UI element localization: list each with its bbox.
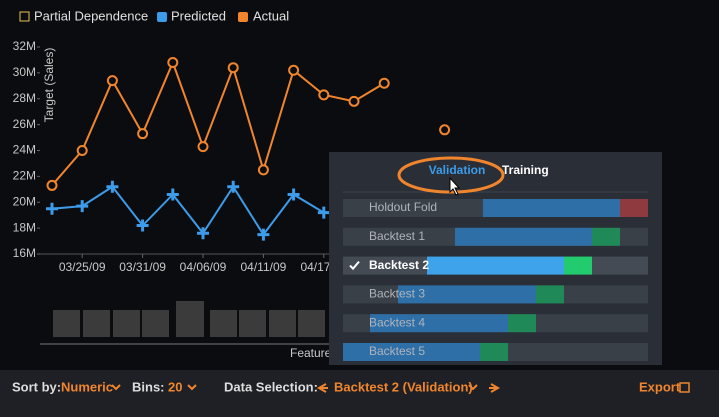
point: [317, 206, 330, 219]
y-tick-label: 24M: [13, 143, 36, 157]
x-axis-label: Feature: [290, 346, 332, 360]
y-tick-label: 20M: [13, 194, 36, 208]
point: [167, 57, 179, 69]
segment: [480, 343, 508, 361]
legend-item[interactable]: Actual: [253, 8, 289, 23]
y-tick-label: 16M: [13, 246, 36, 260]
bins-label: Bins:: [132, 379, 165, 394]
segment: [564, 256, 592, 275]
y-tick-label: 18M: [13, 220, 36, 234]
y-tick-label: 22M: [13, 169, 36, 183]
y-tick-label: 28M: [13, 91, 36, 105]
bins-dropdown[interactable]: 20: [168, 379, 182, 394]
point: [46, 202, 58, 215]
y-axis-label: Target (Sales): [42, 48, 56, 123]
point: [318, 89, 330, 101]
tab[interactable]: Training: [502, 163, 549, 177]
checkbox[interactable]: [238, 12, 248, 22]
point: [227, 180, 240, 193]
check: [349, 260, 360, 271]
backtest-popup: Validation Training Holdout Fold Backtest…: [329, 152, 662, 365]
validation-bar: [455, 227, 592, 246]
chevron[interactable]: [468, 384, 478, 391]
row-label[interactable]: Backtest 4: [369, 315, 425, 329]
export-icon[interactable]: [679, 382, 690, 393]
x-tick-label: 04/11/09: [240, 260, 286, 274]
point: [288, 64, 300, 76]
selection-label: Data Selection:: [224, 379, 318, 394]
validation-bar: [343, 343, 480, 361]
point: [348, 95, 360, 107]
sort-dropdown[interactable]: Numeric: [61, 379, 113, 394]
checkbox[interactable]: [19, 11, 30, 22]
x-tick-label: 03/31/09: [119, 260, 166, 274]
sort-label: Sort by:: [12, 379, 61, 394]
point: [378, 77, 390, 89]
point: [439, 124, 451, 136]
point: [137, 128, 149, 140]
point: [76, 200, 89, 213]
prev-arrow[interactable]: [316, 383, 328, 393]
row-label[interactable]: Backtest 5: [369, 344, 425, 358]
validation-bar: [370, 314, 508, 333]
point: [197, 227, 209, 240]
tab[interactable]: Validation: [429, 163, 486, 177]
point: [46, 179, 58, 191]
highlight: [397, 156, 505, 194]
next-arrow[interactable]: [489, 383, 501, 393]
validation-bar: [483, 199, 620, 217]
cursor: [449, 176, 461, 196]
export-button[interactable]: Export: [639, 379, 681, 394]
chevron[interactable]: [111, 384, 121, 391]
y-tick-label: 32M: [13, 39, 36, 53]
point: [106, 180, 119, 193]
checkbox[interactable]: [157, 12, 167, 22]
point: [227, 62, 239, 74]
y-tick-label: 26M: [13, 117, 36, 131]
toolbar: [0, 370, 719, 417]
row-label[interactable]: Backtest 3: [369, 287, 425, 301]
row-label[interactable]: Backtest 1: [369, 229, 425, 243]
point: [136, 219, 149, 232]
point: [287, 188, 300, 201]
point: [197, 141, 209, 153]
selection-dropdown[interactable]: Backtest 2 (Validation): [334, 379, 473, 394]
histogram: [53, 301, 325, 337]
legend-item[interactable]: Partial Dependence: [34, 8, 148, 23]
segment: [536, 285, 564, 304]
x-tick-label: 03/25/09: [59, 260, 106, 274]
point: [257, 228, 270, 241]
segment: [620, 199, 648, 217]
row-label[interactable]: Holdout Fold: [369, 200, 437, 214]
segment: [508, 314, 536, 333]
point: [76, 145, 88, 156]
chevron[interactable]: [187, 384, 197, 391]
point: [106, 75, 118, 87]
segment: [592, 227, 620, 246]
series-line: [51, 184, 325, 237]
row-label[interactable]: Backtest 2: [369, 258, 429, 272]
legend-item[interactable]: Predicted: [171, 8, 226, 23]
point: [166, 188, 179, 201]
y-tick-label: 30M: [13, 65, 36, 79]
x-tick-label: 04/06/09: [180, 260, 227, 274]
point: [257, 164, 269, 176]
validation-bar: [398, 285, 536, 304]
validation-bar: [427, 256, 564, 275]
